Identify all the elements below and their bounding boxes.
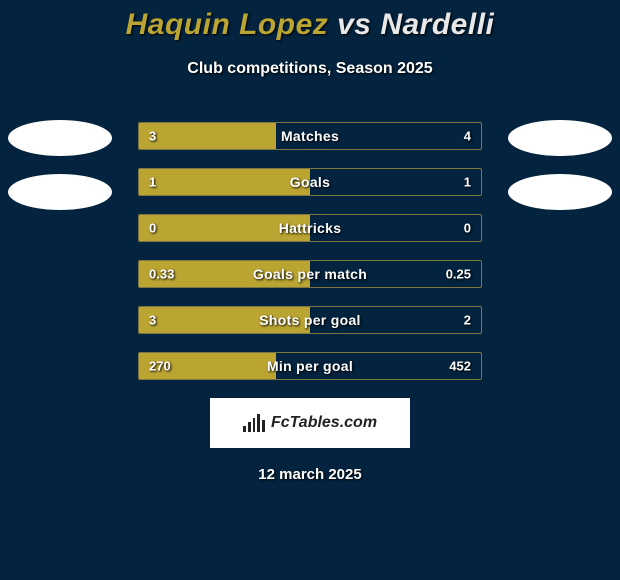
vs-text: vs [337,8,371,41]
player1-club-avatar [8,174,112,210]
stat-row: 3Matches4 [138,122,482,150]
player1-avatar [8,120,112,156]
stat-label: Matches [139,128,481,144]
stat-value-right: 0 [464,221,471,236]
stat-row: 1Goals1 [138,168,482,196]
stat-label: Shots per goal [139,312,481,328]
stat-row: 3Shots per goal2 [138,306,482,334]
player2-avatar-wrap [508,120,612,210]
stat-value-right: 2 [464,313,471,328]
subtitle: Club competitions, Season 2025 [0,60,620,78]
stat-value-right: 0.25 [446,267,471,282]
stat-label: Goals [139,174,481,190]
stat-value-right: 452 [449,359,471,374]
stat-label: Min per goal [139,358,481,374]
page-title: Haquin Lopez vs Nardelli [0,0,620,42]
brand-text: FcTables.com [271,414,377,432]
stat-row: 270Min per goal452 [138,352,482,380]
stat-value-right: 1 [464,175,471,190]
stat-label: Hattricks [139,220,481,236]
player2-name: Nardelli [380,8,494,41]
stats-list: 3Matches4 1Goals1 0Hattricks0 0.33Goals per… [138,122,482,380]
bars-icon [243,414,265,432]
stat-row: 0Hattricks0 [138,214,482,242]
date-label: 12 march 2025 [0,466,620,483]
stat-label: Goals per match [139,266,481,282]
player2-avatar [508,120,612,156]
player1-name: Haquin Lopez [126,8,329,41]
stat-value-right: 4 [464,129,471,144]
player1-avatar-wrap [8,120,112,210]
stat-row: 0.33Goals per match0.25 [138,260,482,288]
brand-badge[interactable]: FcTables.com [210,398,410,448]
player2-club-avatar [508,174,612,210]
